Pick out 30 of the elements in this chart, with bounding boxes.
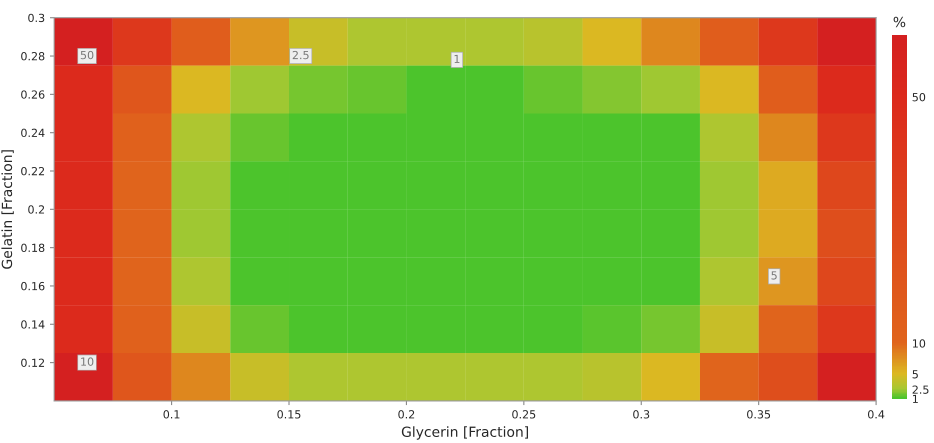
y-tick-label: 0.2 (28, 205, 44, 214)
annotation: 5 (771, 271, 777, 280)
y-axis-title: Gelatin [Fraction] (1, 150, 14, 269)
x-tick-label: 0.25 (512, 410, 536, 419)
y-tick-label: 0.16 (21, 282, 44, 290)
annotation: 10 (81, 357, 94, 366)
annotation: 2.5 (292, 50, 309, 60)
y-tick-label: 0.18 (21, 244, 44, 252)
x-axis-title: Glycerin [Fraction] (402, 426, 528, 440)
color-bar-label: 1 (912, 394, 918, 403)
color-bar-label: 2.5 (912, 385, 928, 394)
color-bar-title: % (894, 16, 906, 28)
color-bar-label: 5 (912, 370, 918, 378)
y-tick-label: 0.24 (21, 128, 45, 138)
y-tick-label: 0.3 (28, 14, 44, 22)
x-tick-label: 0.35 (747, 410, 770, 419)
y-tick-label: 0.22 (21, 166, 44, 176)
color-bar-label: 50 (912, 92, 926, 102)
annotation: 50 (80, 50, 94, 60)
y-tick-label: 0.14 (21, 320, 45, 329)
y-tick-label: 0.26 (21, 90, 44, 99)
x-tick-label: 0.2 (398, 410, 414, 419)
y-tick-label: 0.12 (21, 358, 44, 367)
x-tick-label: 0.3 (633, 410, 650, 419)
x-tick-label: 0.4 (868, 410, 884, 419)
annotation: 1 (454, 54, 460, 63)
y-tick-label: 0.28 (21, 52, 44, 60)
x-tick-label: 0.1 (163, 410, 180, 419)
color-bar-label: 10 (912, 339, 926, 348)
x-tick-label: 0.15 (277, 410, 300, 419)
